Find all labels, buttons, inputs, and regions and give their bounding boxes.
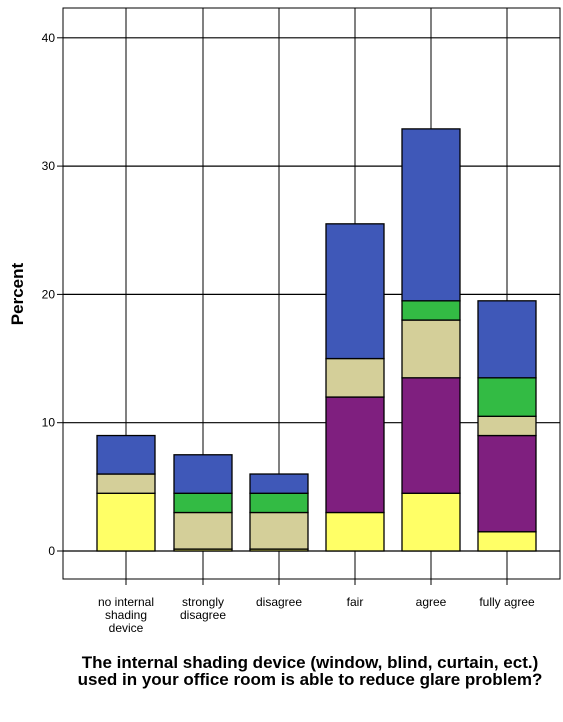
bar-segment bbox=[173, 454, 233, 494]
bar-segment bbox=[249, 473, 309, 494]
y-axis-label: Percent bbox=[8, 262, 27, 325]
x-tick-label: fully agree bbox=[479, 595, 535, 609]
y-tick-label: 30 bbox=[42, 159, 56, 173]
bar-segment bbox=[401, 319, 461, 379]
x-tick-label: fair bbox=[347, 595, 364, 609]
bar-segment bbox=[173, 492, 233, 514]
bar-segment bbox=[401, 128, 461, 302]
bar-segment bbox=[477, 415, 537, 437]
x-tick-label: disagree bbox=[180, 608, 226, 622]
bar-segment bbox=[96, 492, 156, 552]
y-tick-label: 10 bbox=[42, 416, 56, 430]
x-axis-label: The internal shading device (window, bli… bbox=[77, 653, 543, 689]
plot-frame bbox=[62, 7, 561, 580]
bar-segment bbox=[477, 300, 537, 379]
x-tick-label: device bbox=[109, 621, 144, 635]
bar-segment bbox=[477, 434, 537, 533]
x-axis-ticks: no internalshadingdevicestronglydisagree… bbox=[98, 579, 535, 635]
bar-segment bbox=[401, 300, 461, 321]
bar-segment bbox=[325, 511, 385, 552]
bar-segment bbox=[325, 357, 385, 398]
x-tick-label: no internal bbox=[98, 595, 154, 609]
bar-segment bbox=[249, 492, 309, 514]
x-tick-label: strongly bbox=[182, 595, 224, 609]
y-tick-label: 40 bbox=[42, 31, 56, 45]
bar-segment bbox=[477, 531, 537, 552]
bar-segment bbox=[325, 396, 385, 514]
bar-segment bbox=[401, 377, 461, 494]
y-tick-label: 20 bbox=[42, 287, 56, 301]
bar-segment bbox=[249, 511, 309, 550]
y-tick-label: 0 bbox=[48, 544, 55, 558]
bar-segment bbox=[96, 473, 156, 494]
bar-segment bbox=[401, 492, 461, 552]
bar-segment bbox=[173, 511, 233, 550]
bar-segment bbox=[325, 223, 385, 360]
bar-segment bbox=[477, 377, 537, 417]
x-tick-label: agree bbox=[416, 595, 447, 609]
x-tick-label: shading bbox=[105, 608, 147, 622]
x-tick-label: disagree bbox=[256, 595, 302, 609]
bar-segment bbox=[96, 434, 156, 475]
y-axis-ticks: 0 10 20 30 40 bbox=[42, 31, 63, 558]
bars bbox=[96, 128, 537, 552]
